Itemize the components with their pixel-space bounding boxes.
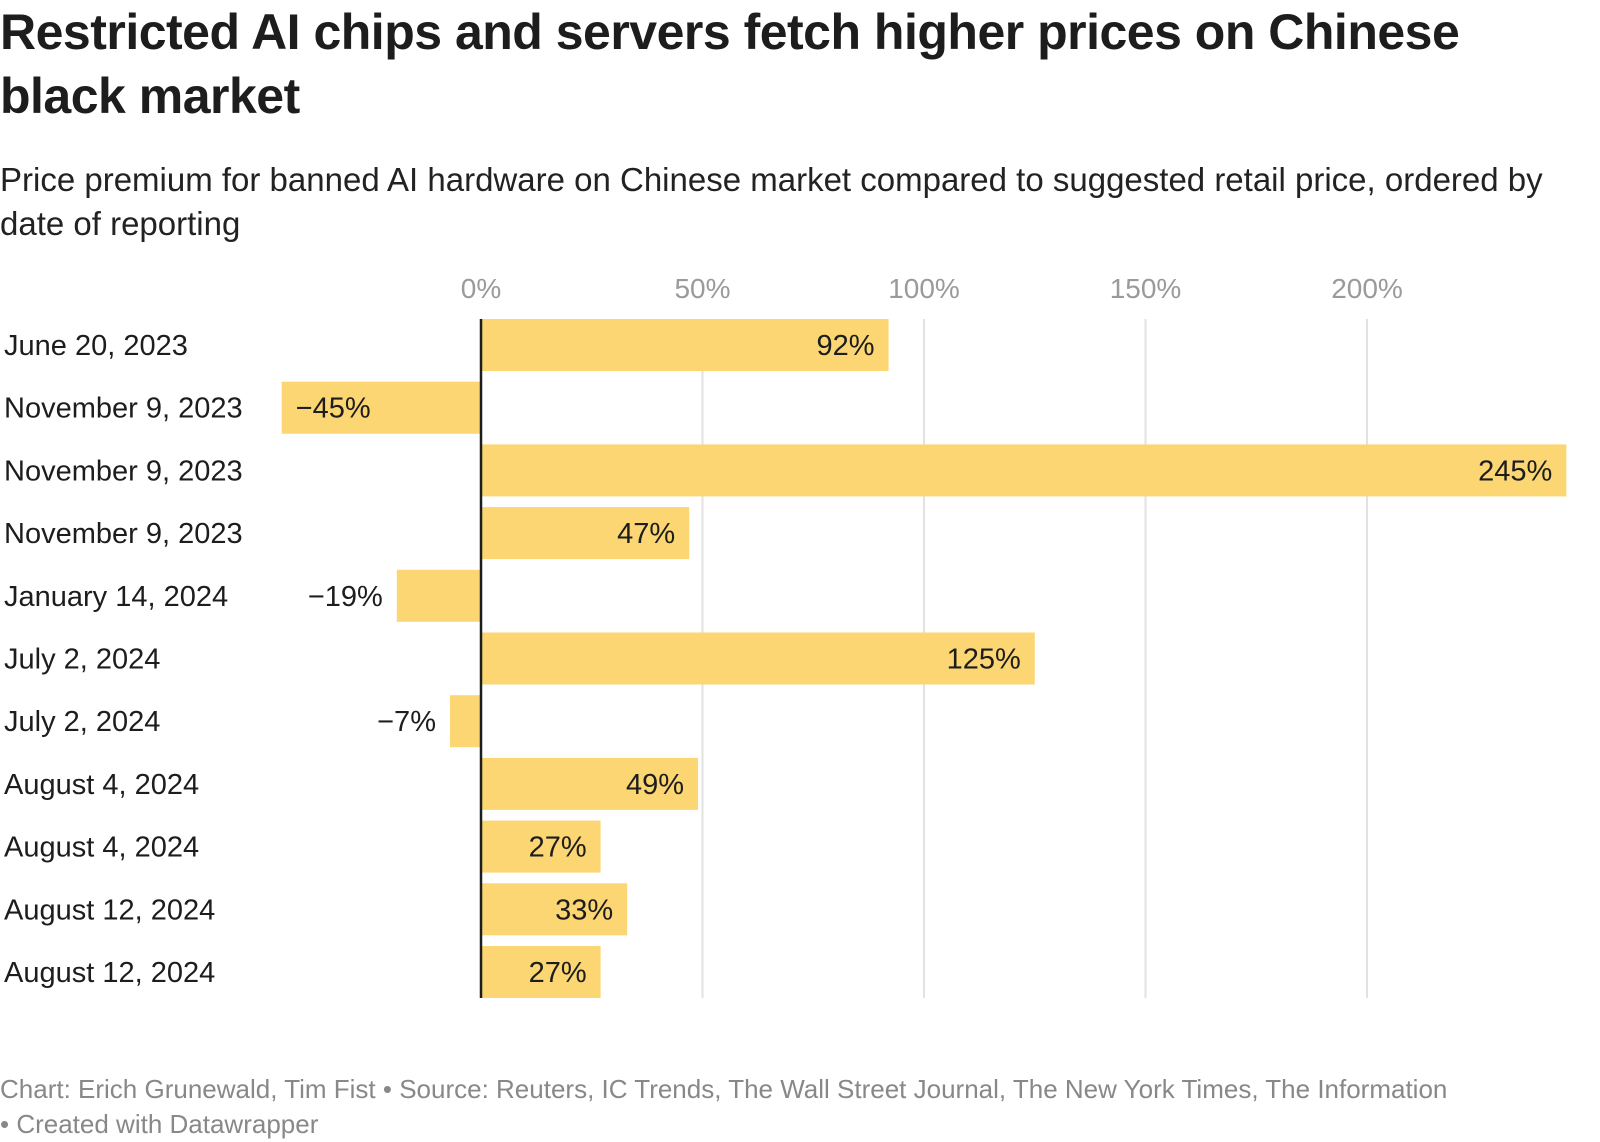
x-tick-label: 200% <box>1331 273 1403 304</box>
value-label: 33% <box>555 894 613 926</box>
x-tick-label: 150% <box>1110 273 1182 304</box>
category-label: July 2, 2024 <box>4 706 160 738</box>
bar <box>481 820 601 873</box>
x-tick-label: 100% <box>888 273 960 304</box>
bar <box>481 757 699 810</box>
value-label: 47% <box>617 518 675 550</box>
category-label: June 20, 2023 <box>4 330 188 362</box>
bar <box>481 883 628 936</box>
category-label: August 4, 2024 <box>4 832 199 864</box>
value-label: 92% <box>817 330 875 362</box>
category-label: November 9, 2023 <box>4 455 243 487</box>
chart-subtitle: Price premium for banned AI hardware on … <box>0 161 1543 242</box>
bar <box>481 319 889 371</box>
bar <box>481 632 1035 685</box>
value-label: 49% <box>626 769 684 801</box>
bar <box>396 569 481 622</box>
chart-footer: Chart: Erich Grunewald, Tim Fist • Sourc… <box>0 1074 1448 1139</box>
bar <box>481 444 1567 497</box>
value-label: 245% <box>1478 455 1552 487</box>
bar <box>449 695 481 748</box>
bar <box>481 507 690 560</box>
category-label: November 9, 2023 <box>4 518 243 550</box>
value-label: −19% <box>308 581 383 613</box>
bar <box>481 946 601 998</box>
category-label: August 4, 2024 <box>4 769 199 801</box>
value-label: 27% <box>529 832 587 864</box>
value-label: 125% <box>947 644 1021 676</box>
x-tick-label: 50% <box>674 273 730 304</box>
category-label: July 2, 2024 <box>4 644 160 676</box>
bar <box>281 381 481 434</box>
category-label: November 9, 2023 <box>4 393 243 425</box>
x-tick-label: 0% <box>461 273 501 304</box>
value-label: −45% <box>296 393 371 425</box>
value-label: 27% <box>529 957 587 989</box>
value-label: −7% <box>377 706 436 738</box>
chart-title: Restricted AI chips and servers fetch hi… <box>0 4 1460 124</box>
category-label: August 12, 2024 <box>4 894 215 926</box>
category-label: August 12, 2024 <box>4 957 215 989</box>
category-label: January 14, 2024 <box>4 581 228 613</box>
